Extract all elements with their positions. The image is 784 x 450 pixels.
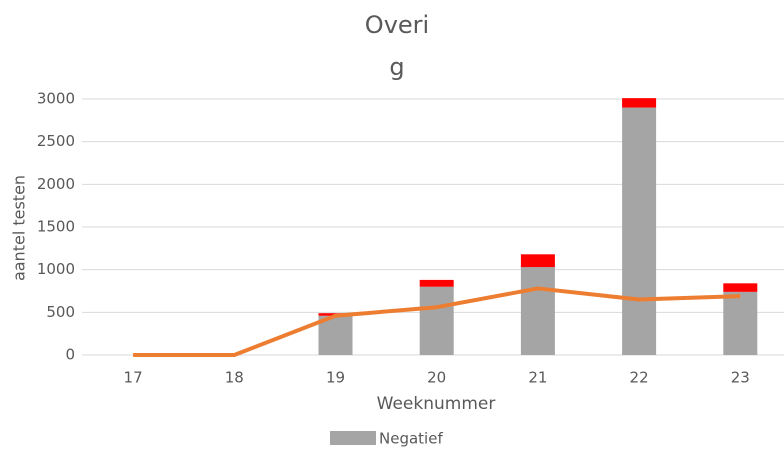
x-tick-label: 23 <box>731 369 750 387</box>
x-tick-label: 19 <box>326 369 345 387</box>
chart-title: g <box>389 53 404 81</box>
x-tick-label: 22 <box>630 369 649 387</box>
bar <box>520 267 555 355</box>
x-axis-label: Weeknummer <box>377 394 496 414</box>
bar <box>419 286 454 355</box>
chart-title: Overi <box>365 11 429 39</box>
x-tick-label: 17 <box>124 369 143 387</box>
y-tick-label: 3000 <box>37 90 75 108</box>
x-tick-label: 20 <box>427 369 446 387</box>
y-tick-label: 0 <box>65 346 75 364</box>
legend-label: Negatief <box>379 430 443 448</box>
y-axis-label: aantel testen <box>10 175 29 281</box>
y-tick-label: 1500 <box>37 218 75 236</box>
y-tick-label: 2500 <box>37 132 75 150</box>
bar <box>723 283 758 292</box>
bar <box>318 315 353 355</box>
y-tick-label: 500 <box>46 303 75 321</box>
x-tick-label: 21 <box>528 369 547 387</box>
bar <box>622 107 657 356</box>
y-tick-label: 2000 <box>37 175 75 193</box>
bar <box>723 291 758 355</box>
line-series <box>133 286 741 357</box>
legend-swatch <box>330 431 376 445</box>
y-tick-label: 1000 <box>37 260 75 278</box>
bar <box>622 98 657 108</box>
x-tick-label: 18 <box>225 369 244 387</box>
bar <box>520 254 555 268</box>
bar <box>419 279 454 287</box>
